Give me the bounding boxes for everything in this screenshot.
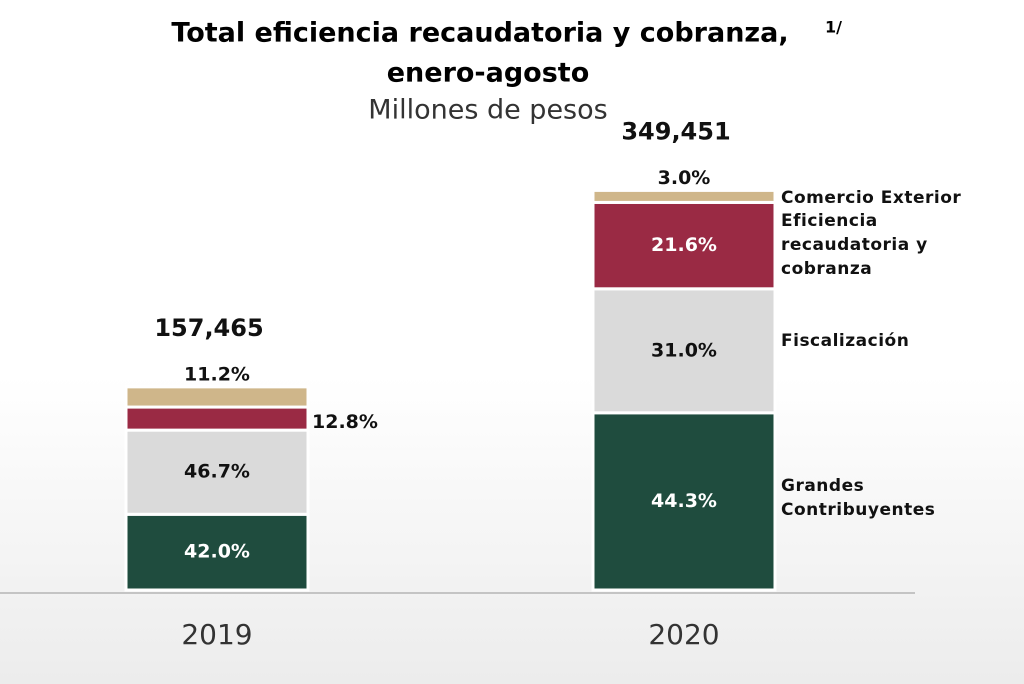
chart-subtitle: enero-agosto [387, 58, 590, 89]
total-label: 157,465 [154, 314, 263, 342]
bar-segment [124, 512, 310, 592]
segment-label: 44.3% [651, 490, 717, 512]
segment-label: 21.6% [651, 234, 717, 256]
bar-segment [124, 405, 310, 432]
chart-title: Total eficiencia recaudatoria y cobranza… [171, 18, 788, 49]
title-note: 1/ [825, 18, 842, 37]
x-tick-label: 2019 [181, 618, 252, 651]
unit-label: Millones de pesos [368, 95, 607, 126]
bar-segment [591, 411, 777, 592]
legend-label: Fiscalización [781, 330, 910, 351]
x-tick-label: 2020 [648, 618, 719, 651]
segment-label: 11.2% [184, 363, 250, 385]
segment-label: 3.0% [658, 167, 711, 189]
legend-label: Comercio Exterior [781, 188, 962, 209]
legend-label: Grandes Contribuyentes [781, 475, 936, 520]
segment-label: 31.0% [651, 339, 717, 361]
segment-label: 42.0% [184, 541, 250, 563]
bar-segment [591, 188, 777, 204]
bar-segment [591, 200, 777, 291]
bar-segment [591, 287, 777, 415]
total-label: 349,451 [621, 117, 730, 145]
segment-label: 46.7% [184, 461, 250, 483]
bar-segment [124, 385, 310, 409]
legend-label: Eficiencia recaudatoria y cobranza [781, 210, 928, 279]
segment-label: 12.8% [312, 411, 378, 433]
